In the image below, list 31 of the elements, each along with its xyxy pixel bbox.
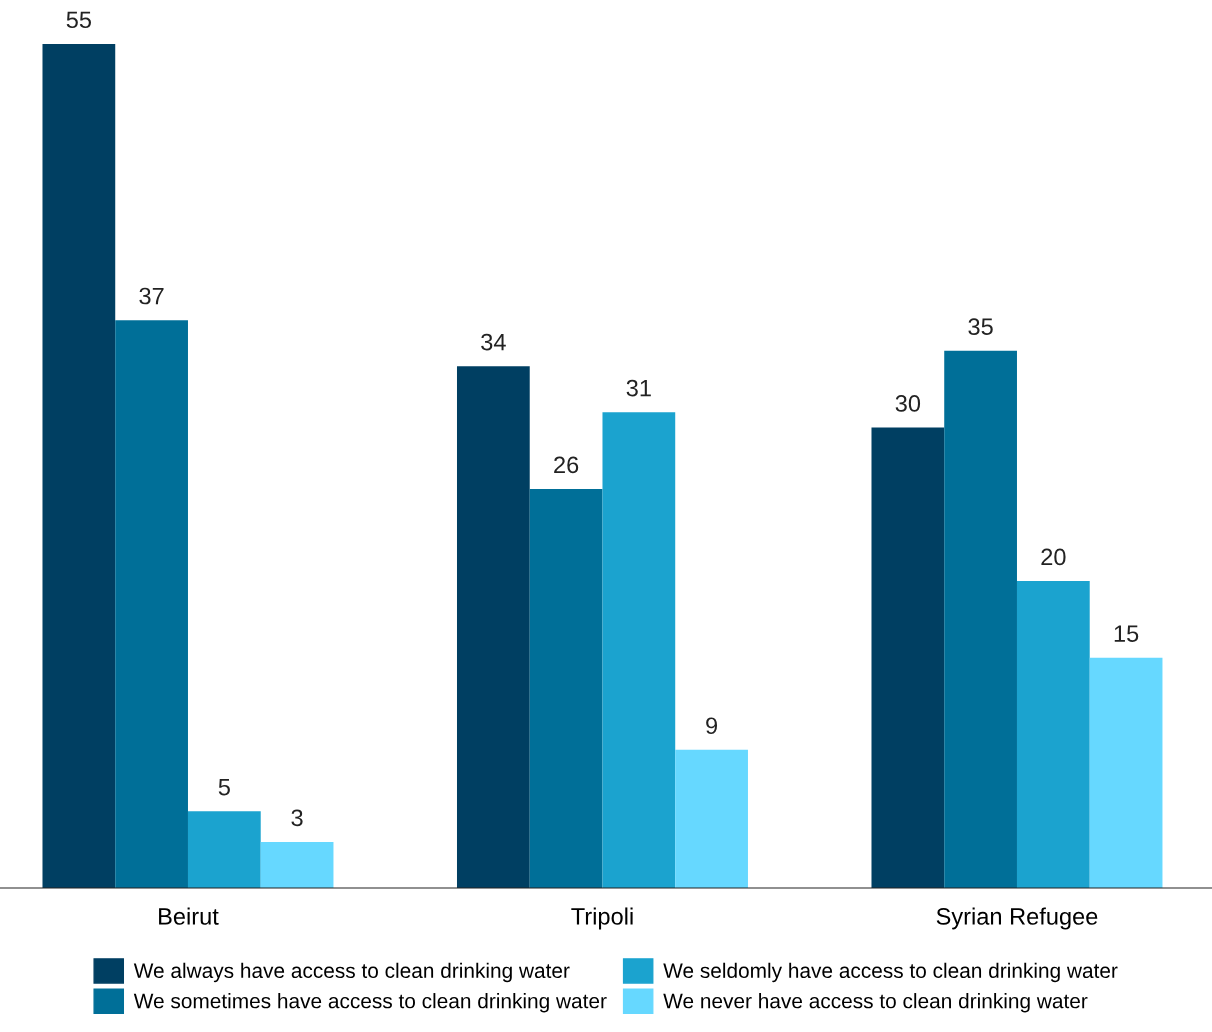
x-tick-label: Tripoli: [571, 907, 633, 930]
data-label: 5: [218, 779, 230, 796]
data-label: 55: [66, 11, 91, 29]
bar: [187, 811, 261, 888]
legend-label: We never have access to clean drinking water: [663, 993, 1088, 1013]
bar: [456, 366, 530, 888]
data-label: 30: [895, 395, 921, 412]
bar: [42, 43, 116, 888]
data-label: 3: [291, 809, 303, 827]
bar: [260, 841, 334, 888]
legend-label: We seldomly have access to clean drinking water: [663, 962, 1118, 983]
legend-label: We sometimes have access to clean drinking water: [133, 993, 607, 1013]
data-label: 20: [1041, 548, 1066, 566]
x-tick-label: Syrian Refugee: [936, 907, 1098, 930]
bar: [675, 749, 748, 888]
data-label: 34: [481, 333, 506, 351]
data-label: 35: [968, 318, 993, 336]
x-tick-label: Beirut: [159, 907, 219, 925]
bar: [529, 488, 603, 888]
bar: [944, 350, 1017, 888]
legend-label: We always have access to clean drinking water: [133, 962, 570, 983]
bar: [871, 427, 945, 888]
data-label: 15: [1114, 625, 1139, 643]
bar: [115, 320, 188, 888]
data-label: 37: [139, 287, 164, 305]
data-label: 26: [554, 456, 579, 474]
data-label: 31: [626, 379, 651, 397]
data-label: 9: [706, 717, 718, 735]
bar: [1016, 581, 1090, 888]
bar: [1089, 657, 1163, 888]
bar: [602, 412, 676, 888]
